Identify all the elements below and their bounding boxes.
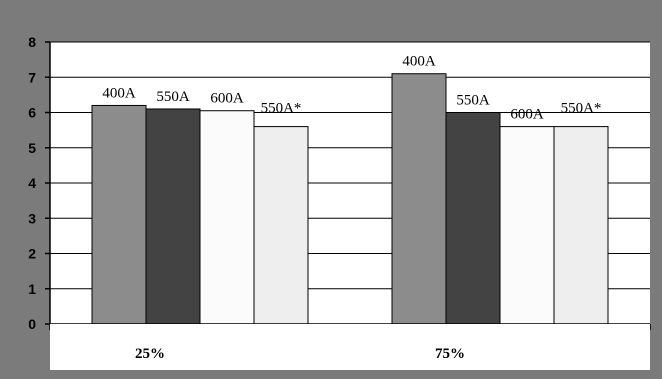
bar-550A-25% (145, 108, 201, 325)
y-tick-label-0: 0 (28, 316, 36, 332)
y-tick-labels: 0 1 2 3 4 5 6 7 8 (28, 34, 36, 332)
y-tick-label-1: 1 (28, 281, 36, 297)
y-tick-label-6: 6 (28, 105, 36, 121)
bar-400A-25% (91, 104, 147, 325)
bars (91, 73, 609, 325)
category-label-75%: 75% (435, 346, 465, 362)
y-tick-label-5: 5 (28, 140, 36, 156)
bar-550A-75% (445, 112, 501, 325)
bar-550A*-75% (553, 126, 609, 325)
y-tick-label-4: 4 (28, 175, 36, 191)
y-tick-label-3: 3 (28, 210, 36, 226)
bar-550A*-25% (253, 126, 309, 325)
bar-labels: 400A 550A 600A 550A* 400A 550A 600A 550A* (102, 54, 601, 123)
y-tick-label-2: 2 (28, 246, 36, 262)
bar-label-550A-75%: 550A (456, 93, 490, 109)
bar-label-400A-25%: 400A (102, 85, 136, 101)
category-labels: 25% 75% (135, 346, 465, 362)
bar-400A-75% (391, 73, 447, 325)
bar-label-600A-75%: 600A (510, 107, 544, 123)
y-tick-label-7: 7 (28, 69, 36, 85)
y-tick-label-8: 8 (28, 34, 36, 50)
bar-600A-75% (499, 126, 555, 325)
bar-label-550A*-75%: 550A* (561, 101, 602, 117)
bar-label-550A-25%: 550A (156, 89, 190, 105)
bar-label-400A-75%: 400A (402, 54, 436, 70)
bar-600A-25% (199, 110, 255, 325)
category-label-strip (50, 324, 650, 370)
bar-label-550A*-25%: 550A* (261, 101, 302, 117)
category-label-25%: 25% (135, 346, 165, 362)
bar-label-600A-25%: 600A (210, 91, 244, 107)
